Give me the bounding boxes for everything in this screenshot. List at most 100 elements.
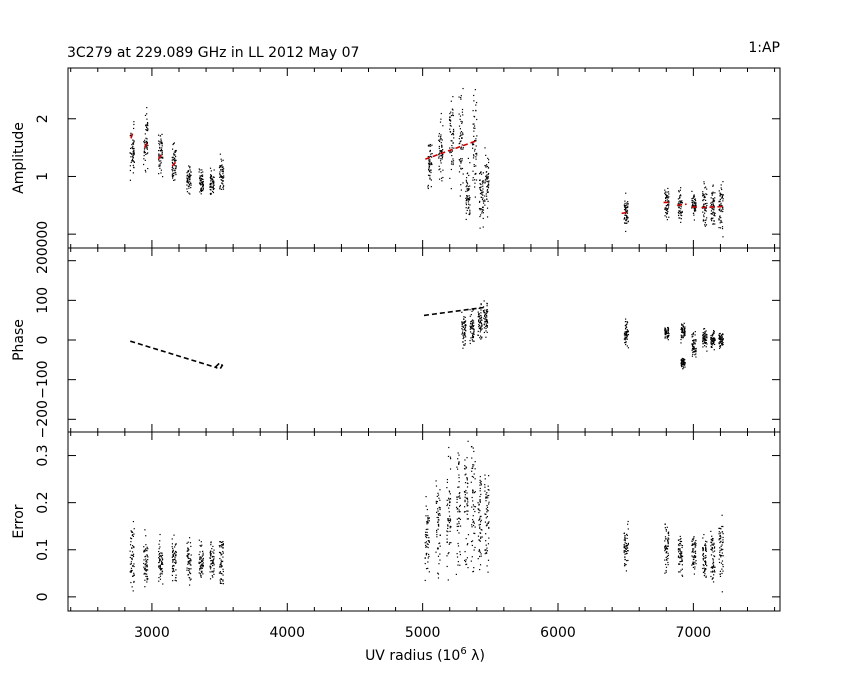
amplitude-data-point [209, 167, 212, 169]
amplitude-data-point [459, 128, 462, 130]
error-data-point [486, 492, 488, 494]
phase-data-point [473, 333, 475, 335]
phase-data-point [703, 341, 706, 343]
amplitude-data-point [473, 94, 475, 97]
amplitude-data-point [472, 154, 475, 156]
error-data-point [702, 547, 704, 549]
amplitude-data-point [173, 142, 175, 144]
amplitude-data-point [459, 132, 462, 134]
amplitude-data-point [131, 143, 133, 146]
amplitude-data-point [212, 188, 214, 191]
amplitude-data-point [706, 217, 708, 219]
phase-data-point [461, 322, 463, 324]
amplitude-data-point [474, 139, 476, 142]
error-data-point [721, 514, 723, 516]
amplitude-data-point [711, 220, 713, 222]
error-data-point [488, 503, 490, 505]
error-data-point [222, 540, 224, 543]
phase-data-point [478, 321, 480, 323]
error-data-point [449, 520, 451, 522]
phase-data-point [480, 326, 482, 328]
error-data-point [133, 580, 135, 583]
phase-data-point [713, 349, 715, 351]
phase-data-point [481, 324, 483, 326]
error-data-point [425, 531, 427, 533]
amplitude-data-point [693, 202, 695, 204]
error-data-point [705, 540, 707, 542]
error-data-point [130, 563, 132, 565]
error-data-cluster [129, 520, 135, 592]
amplitude-data-point [210, 179, 212, 181]
amplitude-data-point [704, 196, 706, 198]
amplitude-data-point [702, 199, 704, 201]
amplitude-data-point [626, 203, 629, 205]
error-data-point [145, 565, 147, 567]
amplitude-data-point [624, 210, 627, 212]
error-data-point [626, 559, 628, 562]
amplitude-data-point [474, 173, 476, 175]
amplitude-data-point [714, 223, 716, 225]
amplitude-data-point [486, 190, 488, 192]
amplitude-data-point [459, 134, 462, 136]
amplitude-data-point [431, 152, 433, 155]
amplitude-data-point [665, 200, 667, 202]
error-data-point [437, 519, 440, 521]
phase-data-point [706, 334, 708, 336]
amplitude-data-point [189, 166, 191, 168]
phase-data-point [683, 322, 685, 324]
error-data-point [459, 492, 461, 494]
amplitude-data-point [186, 191, 188, 193]
amplitude-data-point [198, 182, 201, 184]
amplitude-data-point [472, 143, 474, 145]
amplitude-data-point [159, 146, 161, 148]
error-data-point [466, 479, 468, 481]
amplitude-data-point [452, 162, 454, 164]
error-data-point [459, 564, 461, 566]
error-data-point [626, 547, 629, 549]
amplitude-data-point [458, 171, 461, 173]
error-data-point [679, 557, 681, 559]
error-data-point [160, 556, 162, 558]
phase-data-cluster [718, 332, 724, 349]
error-data-point [465, 563, 467, 566]
error-data-point [173, 546, 176, 548]
error-data-point [448, 511, 450, 513]
error-data-point [705, 548, 707, 550]
amplitude-data-point [211, 178, 213, 180]
amplitude-data-point [188, 178, 191, 180]
error-data-point [479, 475, 481, 478]
phase-data-point [719, 342, 721, 344]
amplitude-data-point [210, 176, 212, 178]
amplitude-data-point [487, 173, 489, 176]
error-data-point [146, 579, 148, 581]
amplitude-data-point [144, 159, 146, 161]
error-data-point [459, 551, 461, 553]
error-data-point [667, 554, 670, 556]
amplitude-data-point [187, 171, 189, 173]
amplitude-data-point [160, 157, 162, 159]
amplitude-data-point [691, 190, 693, 193]
error-data-point [456, 553, 458, 555]
phase-data-point [480, 312, 482, 314]
phase-data-point [684, 331, 686, 334]
phase-data-point [667, 329, 670, 331]
error-data-point [692, 566, 695, 569]
error-data-point [211, 571, 213, 573]
error-data-point [449, 501, 451, 503]
amplitude-data-point [465, 204, 468, 206]
phase-data-point [702, 335, 704, 337]
amplitude-data-point [143, 151, 145, 153]
amplitude-data-point [667, 206, 670, 208]
phase-data-point [712, 341, 715, 344]
amplitude-data-point [721, 195, 724, 197]
amplitude-data-point [202, 182, 204, 185]
phase-data-point [721, 339, 723, 341]
error-data-point [695, 560, 697, 562]
amplitude-data-point [722, 206, 724, 208]
error-data-point [667, 539, 669, 541]
amplitude-data-point [484, 200, 486, 202]
error-data-point [427, 546, 429, 549]
error-data-point [664, 540, 666, 542]
phase-data-point [469, 309, 471, 311]
phase-data-point [702, 336, 704, 338]
